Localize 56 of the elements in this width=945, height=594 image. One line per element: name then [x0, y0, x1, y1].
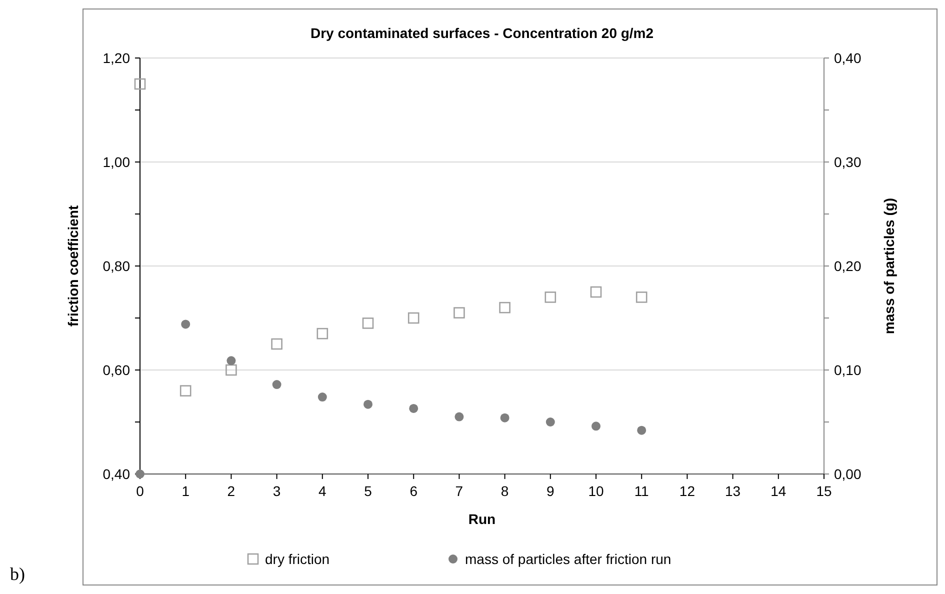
- x-tick-label: 15: [816, 483, 832, 499]
- point: [590, 286, 602, 298]
- point: [637, 426, 646, 435]
- x-tick-label: 5: [364, 483, 372, 499]
- y2-tick-label: 0,40: [834, 50, 862, 66]
- point: [636, 292, 648, 303]
- y-tick-label: 0,80: [102, 258, 130, 274]
- point: [134, 78, 146, 90]
- y-tick-label: 1,00: [102, 154, 130, 170]
- point: [316, 328, 328, 340]
- point: [364, 400, 372, 409]
- y-tick-label: 1,20: [102, 50, 130, 66]
- point: [499, 302, 510, 314]
- x-tick-label: 6: [410, 483, 418, 499]
- point: [408, 312, 420, 324]
- x-tick-label: 7: [455, 483, 464, 499]
- y2-tick-label: 0,30: [834, 154, 862, 170]
- y-axis-title: friction coefficient: [65, 204, 81, 327]
- point: [409, 404, 418, 413]
- point: [362, 318, 374, 329]
- x-tick-label: 4: [318, 483, 326, 499]
- x-tick-label: 1: [182, 483, 190, 499]
- x-tick-label: 12: [679, 483, 696, 499]
- x-axis-title: Run: [468, 511, 496, 527]
- y-tick-label: 0,40: [102, 466, 130, 482]
- y2-axis-title: mass of particles (g): [881, 198, 897, 334]
- y2-tick-label: 0,20: [834, 258, 862, 274]
- point: [454, 412, 464, 422]
- x-tick-label: 0: [136, 483, 144, 499]
- x-tick-label: 14: [770, 483, 786, 499]
- legend-label: mass of particles after friction run: [465, 551, 672, 567]
- point: [592, 422, 600, 431]
- x-tick-label: 11: [634, 483, 650, 499]
- point: [180, 385, 192, 396]
- point: [546, 418, 555, 426]
- x-tick-label: 10: [588, 483, 604, 499]
- text: b): [10, 564, 25, 584]
- point: [318, 392, 327, 402]
- x-tick-label: 8: [500, 483, 509, 499]
- legend-label: dry friction: [265, 551, 330, 567]
- point: [454, 307, 465, 318]
- point: [500, 413, 510, 422]
- y2-tick-label: 0,00: [834, 466, 862, 482]
- point: [226, 364, 237, 376]
- x-tick-label: 13: [725, 483, 741, 499]
- x-tick-label: 2: [227, 483, 236, 499]
- point: [272, 380, 282, 390]
- y2-tick-label: 0,10: [834, 362, 862, 378]
- x-tick-label: 3: [272, 483, 281, 499]
- point: [271, 338, 282, 350]
- chart-title: Dry contaminated surfaces - Concentration 20 g/m2: [310, 25, 654, 41]
- point: [226, 356, 236, 366]
- point: [181, 320, 190, 329]
- y-tick-label: 0,60: [102, 362, 130, 378]
- x-tick-label: 9: [546, 483, 554, 499]
- point: [544, 292, 556, 303]
